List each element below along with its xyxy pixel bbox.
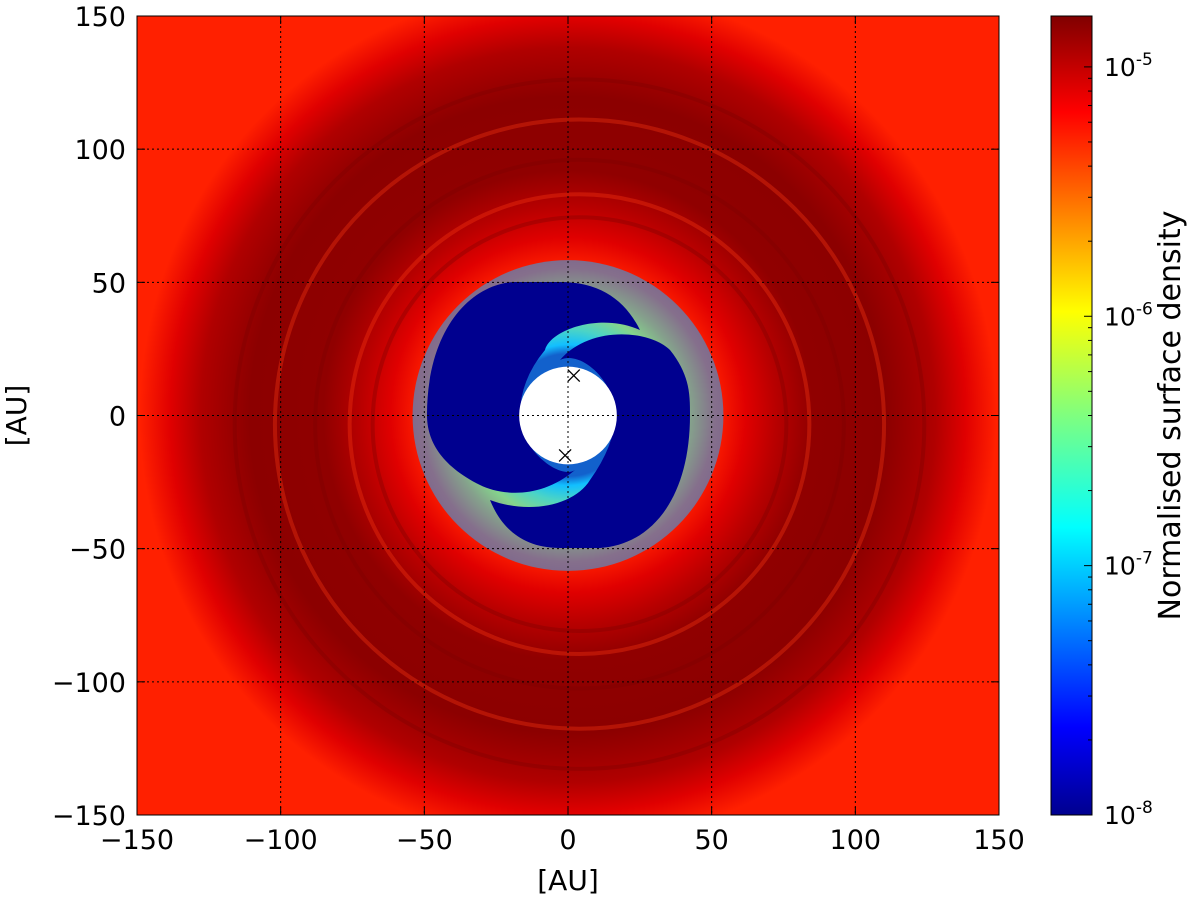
- density-ring: [370, 215, 789, 633]
- binary-markers: [558, 369, 581, 462]
- y-tick-label: 100: [74, 135, 126, 166]
- y-tick-label: 50: [92, 268, 126, 299]
- x-tick-label: 50: [694, 825, 728, 856]
- y-tick-label: 150: [74, 2, 126, 33]
- colorbar-tick-base: 10: [1104, 302, 1136, 331]
- y-tick-label: −150: [52, 801, 126, 832]
- x-axis-ticks: −150 −100 −50 0 50 100 150: [100, 16, 1025, 856]
- y-axis-ticks: −150 −100 −50 0 50 100 150: [52, 2, 999, 832]
- colorbar-tick-label: 10-6: [1104, 299, 1153, 331]
- x-axis-label: [AU]: [537, 864, 599, 897]
- x-tick-label: 0: [559, 825, 576, 856]
- density-ring: [232, 77, 927, 771]
- x-tick-label: 100: [830, 825, 882, 856]
- y-tick-label: −50: [69, 535, 126, 566]
- density-ring: [347, 192, 812, 656]
- colorbar-tick-exponent: -7: [1136, 549, 1153, 569]
- colorbar-tick-label: 10-8: [1104, 798, 1153, 830]
- x-tick-label: −50: [396, 825, 453, 856]
- colorbar-tick-exponent: -5: [1136, 50, 1153, 70]
- y-tick-label: −100: [52, 668, 126, 699]
- density-ring: [272, 117, 887, 731]
- grid-lines: [137, 16, 999, 815]
- colorbar-tick-base: 10: [1104, 801, 1136, 830]
- colorbar: [1050, 15, 1093, 816]
- star-marker: [558, 448, 572, 462]
- x-tick-label: 150: [973, 825, 1025, 856]
- colorbar-tick-exponent: -6: [1136, 299, 1153, 319]
- y-axis-label: [AU]: [0, 385, 33, 447]
- x-tick-label: −150: [100, 825, 174, 856]
- colorbar-ticks: 10-810-710-610-5: [1084, 50, 1153, 830]
- cavity-lobe-south: [490, 334, 690, 548]
- colorbar-tick-base: 10: [1104, 552, 1136, 581]
- x-tick-label: −100: [244, 825, 318, 856]
- star-marker: [567, 369, 581, 383]
- colorbar-label: Normalised surface density: [1153, 211, 1188, 621]
- colorbar-tick-label: 10-5: [1104, 50, 1153, 82]
- colorbar-tick-label: 10-7: [1104, 549, 1153, 581]
- y-tick-label: 0: [109, 402, 126, 433]
- cavity-lobe-north: [427, 282, 640, 493]
- colorbar-tick-base: 10: [1104, 53, 1136, 82]
- density-ring: [313, 157, 846, 691]
- colorbar-tick-exponent: -8: [1136, 798, 1153, 818]
